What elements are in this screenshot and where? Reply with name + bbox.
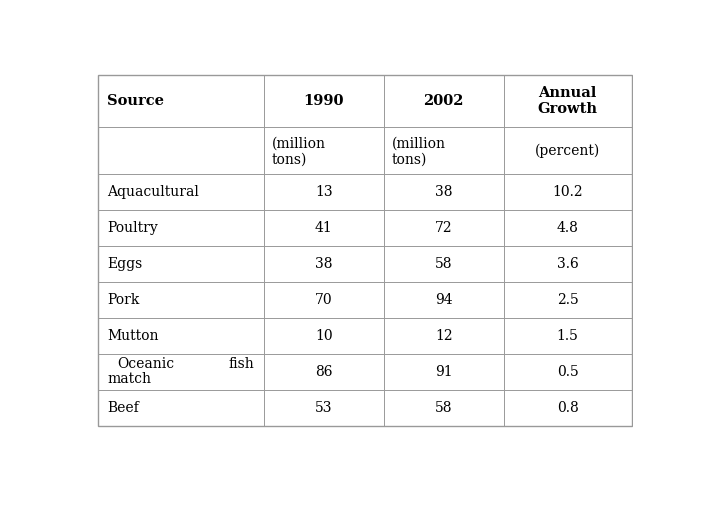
Text: Aquacultural: Aquacultural <box>108 184 200 199</box>
Text: Oceanic: Oceanic <box>117 357 174 371</box>
Text: Source: Source <box>108 94 165 108</box>
Text: fish: fish <box>228 357 254 371</box>
Text: Annual
Growth: Annual Growth <box>538 86 598 116</box>
Text: (percent): (percent) <box>535 143 600 157</box>
Text: 38: 38 <box>435 184 453 199</box>
Text: 12: 12 <box>435 329 453 342</box>
Text: 41: 41 <box>315 220 333 235</box>
Text: 13: 13 <box>315 184 333 199</box>
Text: 0.8: 0.8 <box>557 400 579 415</box>
Text: Beef: Beef <box>108 400 139 415</box>
Text: 94: 94 <box>435 293 453 306</box>
Text: 58: 58 <box>435 257 453 271</box>
Text: 70: 70 <box>315 293 333 306</box>
Text: 91: 91 <box>435 365 453 378</box>
Text: tons): tons) <box>392 153 427 167</box>
Text: 72: 72 <box>435 220 453 235</box>
Text: (million: (million <box>392 137 446 150</box>
Text: Poultry: Poultry <box>108 220 158 235</box>
Text: Eggs: Eggs <box>108 257 143 271</box>
Text: (million: (million <box>272 137 326 150</box>
Text: tons): tons) <box>272 153 307 167</box>
Text: 1.5: 1.5 <box>557 329 579 342</box>
Text: 58: 58 <box>435 400 453 415</box>
Text: match: match <box>108 372 151 387</box>
Text: Mutton: Mutton <box>108 329 159 342</box>
Text: 3.6: 3.6 <box>557 257 579 271</box>
Text: 38: 38 <box>315 257 333 271</box>
Text: 1990: 1990 <box>304 94 344 108</box>
Bar <box>98 75 631 426</box>
Text: 2.5: 2.5 <box>557 293 579 306</box>
Text: Pork: Pork <box>108 293 140 306</box>
Text: 86: 86 <box>315 365 333 378</box>
Text: 2002: 2002 <box>423 94 464 108</box>
Text: 10: 10 <box>315 329 333 342</box>
Text: 4.8: 4.8 <box>557 220 579 235</box>
Text: 0.5: 0.5 <box>557 365 579 378</box>
Text: 53: 53 <box>315 400 333 415</box>
Text: 10.2: 10.2 <box>553 184 583 199</box>
